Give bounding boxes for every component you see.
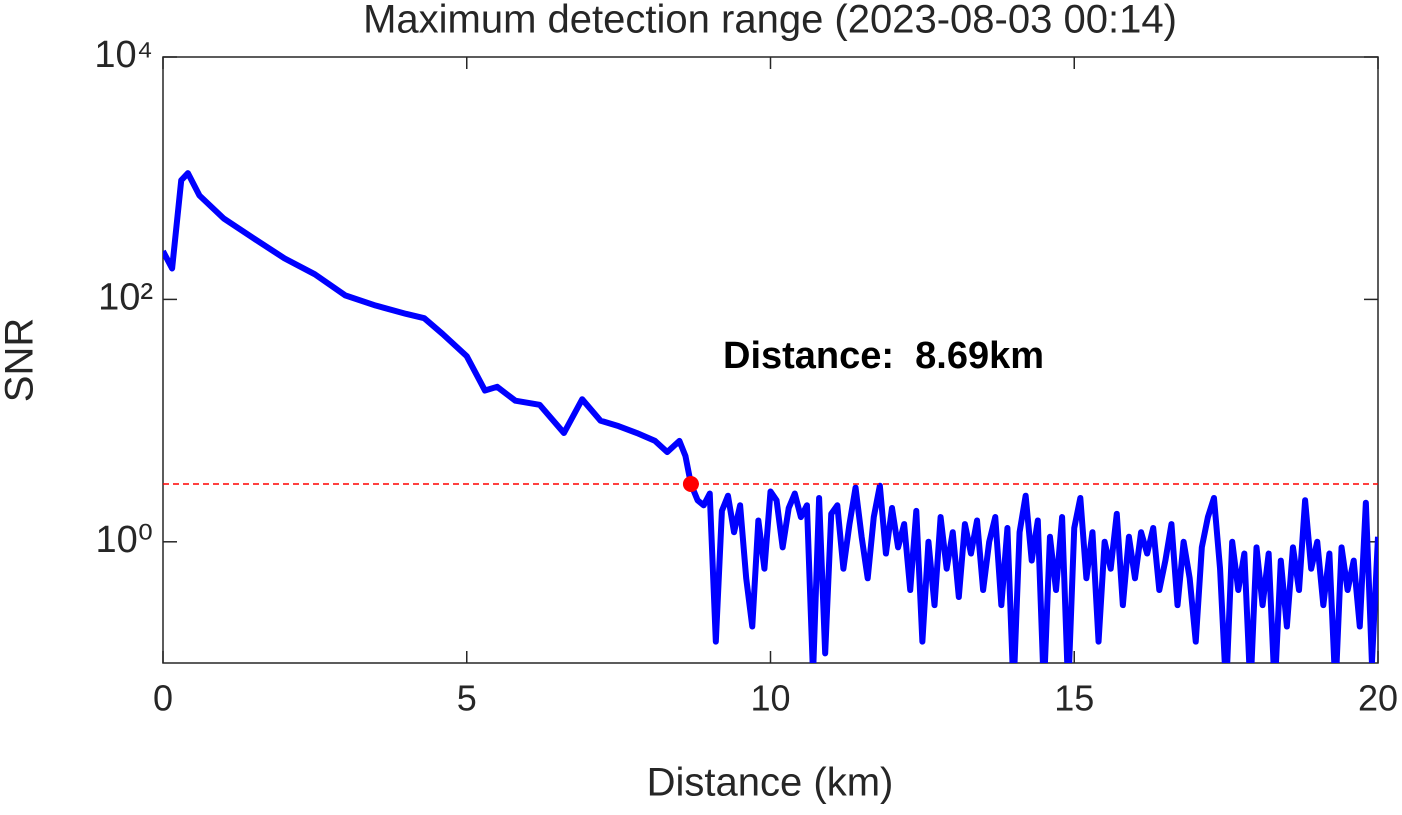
x-axis-label: Distance (km) [647,761,894,805]
x-tick-label: 10 [750,678,790,719]
y-axis-label: SNR [0,318,42,402]
x-tick-label: 5 [457,678,477,719]
y-tick-label: 10² [98,276,153,318]
y-tick-label: 10⁴ [94,34,153,76]
annotation: Distance: 8.69km [723,335,1044,377]
data-line [163,170,1378,663]
plot-area [163,170,1378,663]
x-tick-label: 15 [1054,678,1094,719]
x-tick-label: 0 [153,678,173,719]
chart-title: Maximum detection range (2023-08-03 00:1… [363,0,1177,42]
x-tick-label: 20 [1358,678,1398,719]
detection-marker [682,475,699,492]
y-tick-label: 10⁰ [95,519,153,561]
